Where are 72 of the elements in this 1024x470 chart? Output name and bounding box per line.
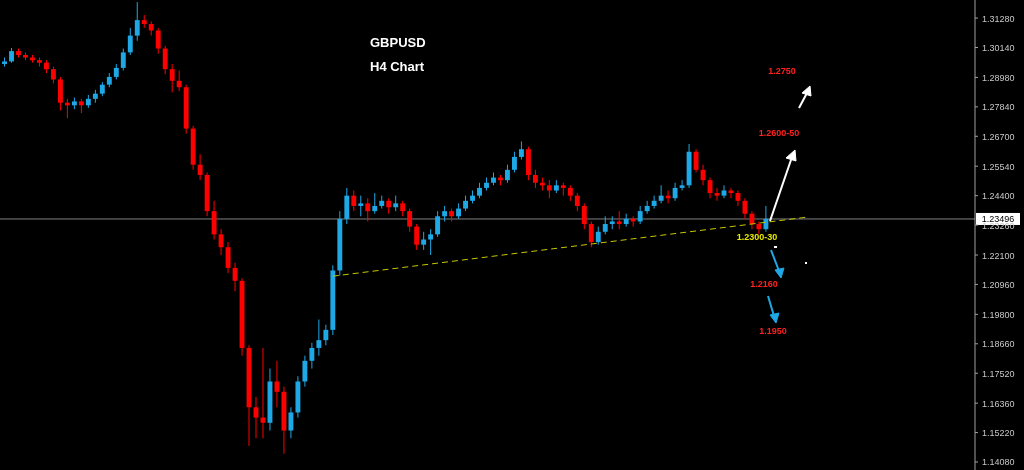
candlestick <box>637 205 643 225</box>
y-tick-label: 1.18660 <box>982 339 1015 350</box>
candlestick <box>225 241 231 274</box>
candlestick <box>546 179 552 199</box>
candlestick <box>155 27 161 55</box>
candlestick <box>211 200 217 241</box>
y-tick-label: 1.26700 <box>982 131 1015 142</box>
annotation: 1.2750 <box>768 66 796 76</box>
candlestick <box>218 228 224 256</box>
candlestick <box>602 215 608 235</box>
y-tick-label: 1.15220 <box>982 428 1015 439</box>
candlestick <box>763 205 769 233</box>
candlestick <box>365 197 371 222</box>
candlestick <box>372 192 378 215</box>
candlestick <box>721 184 727 199</box>
annotation: 1.1950 <box>759 326 787 336</box>
candlestick <box>518 140 524 161</box>
y-tick-label: 1.17520 <box>982 368 1015 379</box>
y-tick-label: 1.14080 <box>982 457 1015 468</box>
candlestick <box>616 210 622 230</box>
candlestick <box>505 164 510 184</box>
candlestick <box>127 27 133 56</box>
candlestick <box>756 220 762 235</box>
y-tick-label: 1.20960 <box>982 279 1015 290</box>
candlestick <box>288 406 294 439</box>
y-tick-label: 1.22100 <box>982 250 1015 261</box>
y-tick-label: 1.19800 <box>982 309 1015 320</box>
candlestick <box>407 208 413 233</box>
candlestick <box>679 179 685 191</box>
candlestick <box>435 210 441 238</box>
candlestick <box>595 226 601 246</box>
candlestick <box>197 153 203 181</box>
candlestick <box>532 169 538 189</box>
candlestick <box>162 45 168 75</box>
candlestick <box>134 1 140 42</box>
text: H4 Chart <box>370 59 425 74</box>
candlestick <box>344 187 350 225</box>
candlestick <box>672 182 678 202</box>
candlestick <box>651 195 657 210</box>
candlestick <box>728 187 734 199</box>
candlestick <box>351 189 357 212</box>
candlestick <box>176 69 182 92</box>
candlestick <box>57 76 63 111</box>
candlestick <box>749 210 755 230</box>
candlestick <box>714 187 720 202</box>
candlestick <box>588 220 594 248</box>
candlestick <box>323 324 329 346</box>
y-tick-label: 1.28980 <box>982 72 1015 83</box>
candlestick <box>414 223 420 251</box>
candlestick <box>316 319 322 357</box>
y-tick-label: 1.25540 <box>982 161 1015 172</box>
y-tick-label: 1.24400 <box>982 191 1015 202</box>
y-tick-label: 1.27840 <box>982 102 1015 113</box>
annotation: 1.2160 <box>750 279 778 289</box>
candlestick <box>581 202 587 230</box>
candlestick <box>428 228 434 256</box>
y-tick-label: 1.16360 <box>982 398 1015 409</box>
candlestick <box>120 48 126 71</box>
annotation: 1.2300-30 <box>736 232 778 242</box>
candlestick <box>512 151 517 173</box>
text: GBPUSD <box>370 35 426 50</box>
candlestick <box>574 192 580 212</box>
annotation: 1.2600-50 <box>758 128 800 138</box>
candlestick <box>309 342 315 370</box>
candlestick <box>169 63 175 93</box>
candlestick <box>358 195 364 217</box>
y-tick-label: 1.30140 <box>982 42 1015 53</box>
candlestick <box>658 184 664 204</box>
y-tick-label: 1.31280 <box>982 13 1015 24</box>
candlestick <box>302 355 308 388</box>
candlestick <box>421 231 427 251</box>
candlestick <box>693 148 699 173</box>
